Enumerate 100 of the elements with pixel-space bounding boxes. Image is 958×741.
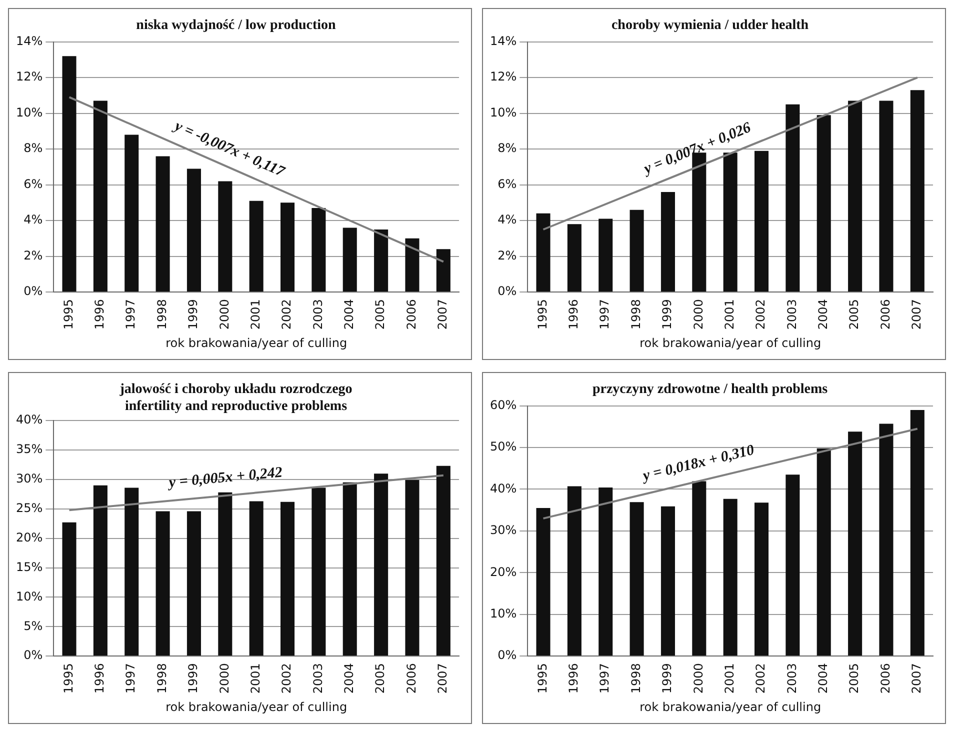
bar <box>156 511 170 656</box>
bar <box>910 410 924 656</box>
x-tick-label: 1995 <box>535 663 550 694</box>
x-tick-label: 2001 <box>722 663 736 694</box>
x-tick-label: 1999 <box>186 663 200 694</box>
y-tick-label: 0% <box>498 648 517 662</box>
bar <box>62 56 76 292</box>
x-tick-label: 1996 <box>566 663 581 694</box>
x-tick-label: 1999 <box>186 299 200 330</box>
bar <box>879 100 894 292</box>
x-tick-label: 2006 <box>404 663 418 694</box>
bar <box>910 90 924 292</box>
x-tick-label: 2004 <box>816 299 830 330</box>
x-tick-label: 2003 <box>310 299 325 330</box>
x-tick-label: 2003 <box>784 299 799 330</box>
y-tick-label: 20% <box>16 530 43 544</box>
y-tick-label: 0% <box>24 284 43 298</box>
bar <box>536 213 550 292</box>
x-tick-label: 2007 <box>436 299 450 330</box>
y-tick-label: 10% <box>490 105 517 120</box>
bar <box>374 474 388 656</box>
chart-title: jalowość i choroby układu rozrodczego <box>118 382 352 398</box>
x-tick-label: 1998 <box>154 663 169 694</box>
y-tick-label: 30% <box>16 472 43 486</box>
bar <box>754 502 769 656</box>
x-tick-label: 1997 <box>124 663 138 694</box>
y-tick-label: 10% <box>490 606 517 620</box>
bar <box>186 511 201 656</box>
x-tick-label: 1998 <box>154 299 169 330</box>
bar <box>124 134 139 292</box>
y-tick-label: 2% <box>498 248 517 262</box>
x-tick-label: 2001 <box>248 299 262 330</box>
y-tick-label: 0% <box>498 284 517 298</box>
bar <box>124 488 139 656</box>
y-tick-label: 10% <box>16 105 43 120</box>
x-tick-label: 2002 <box>754 299 768 330</box>
bar <box>249 200 264 292</box>
bar <box>312 488 326 656</box>
x-tick-label: 2004 <box>816 663 830 694</box>
x-tick-label: 1999 <box>660 663 674 694</box>
y-tick-label: 50% <box>490 440 517 454</box>
x-tick-label: 2002 <box>754 663 768 694</box>
bar <box>816 448 831 656</box>
y-tick-label: 35% <box>16 442 43 456</box>
bar <box>816 115 831 292</box>
y-tick-label: 5% <box>24 618 43 633</box>
x-tick-label: 2000 <box>691 663 706 694</box>
x-tick-label: 2005 <box>847 663 862 694</box>
x-tick-label: 1995 <box>61 299 76 330</box>
bar <box>405 238 420 292</box>
x-tick-label: 2002 <box>280 299 294 330</box>
x-tick-label: 2007 <box>910 663 924 694</box>
bar <box>598 488 613 656</box>
y-tick-label: 4% <box>24 212 43 227</box>
x-tick-label: 2004 <box>342 663 356 694</box>
bar <box>630 210 644 292</box>
x-tick-label: 1997 <box>598 299 612 330</box>
annotation: y = -0,007x + 0,117 <box>170 117 288 181</box>
y-tick-label: 6% <box>498 176 517 191</box>
bar <box>848 432 862 656</box>
bar <box>342 482 357 656</box>
y-tick-label: 8% <box>24 141 43 156</box>
annotation: y = 0,005x + 0,242 <box>166 464 284 492</box>
x-tick-label: 2001 <box>722 299 736 330</box>
y-tick-label: 20% <box>490 564 517 579</box>
bar <box>723 152 738 292</box>
y-tick-label: 60% <box>490 398 517 412</box>
bar <box>280 202 295 292</box>
y-tick-label: 6% <box>24 176 43 191</box>
y-tick-label: 30% <box>490 523 517 538</box>
bar <box>156 156 170 292</box>
x-tick-label: 2004 <box>342 299 356 330</box>
chart-title: choroby wymienia / udder health <box>611 18 809 34</box>
bar <box>692 481 706 656</box>
bar <box>186 168 201 292</box>
y-tick-label: 15% <box>16 560 43 574</box>
y-tick-label: 40% <box>16 412 43 427</box>
x-tick-label: 2003 <box>310 663 325 694</box>
bar <box>567 224 582 292</box>
bar <box>218 181 232 292</box>
bar <box>723 498 738 656</box>
x-tick-label: 2003 <box>784 663 799 694</box>
y-tick-label: 8% <box>498 141 517 156</box>
y-tick-label: 2% <box>24 248 43 262</box>
bar <box>786 474 800 656</box>
chart-title: niska wydajność / low production <box>136 18 336 34</box>
x-axis-title: rok brakowania/year of culling <box>166 700 348 714</box>
bar <box>848 100 862 292</box>
y-tick-label: 12% <box>16 70 43 84</box>
bar <box>660 192 675 292</box>
x-tick-label: 2000 <box>217 299 232 330</box>
bar <box>436 466 450 656</box>
y-tick-label: 12% <box>490 70 517 84</box>
y-tick-label: 14% <box>490 34 517 48</box>
x-tick-label: 2000 <box>217 663 232 694</box>
x-tick-label: 1996 <box>92 299 107 330</box>
bar <box>93 100 108 292</box>
x-tick-label: 2000 <box>691 299 706 330</box>
bar <box>598 218 613 292</box>
x-tick-label: 1997 <box>124 299 138 330</box>
